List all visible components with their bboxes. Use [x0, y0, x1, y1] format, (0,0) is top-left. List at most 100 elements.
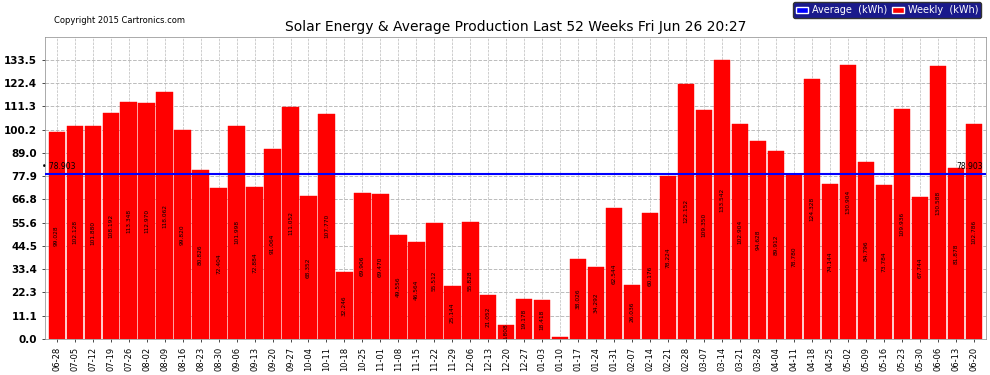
Bar	[103, 113, 119, 339]
Text: 102.128: 102.128	[72, 220, 77, 245]
Bar	[606, 208, 623, 339]
Bar	[462, 222, 478, 339]
Bar	[535, 300, 550, 339]
Text: 99.028: 99.028	[54, 225, 59, 246]
Text: 101.998: 101.998	[234, 220, 239, 245]
Text: 62.544: 62.544	[612, 263, 617, 284]
Text: 109.936: 109.936	[900, 212, 905, 236]
Bar	[372, 194, 388, 339]
Bar	[480, 295, 497, 339]
Text: 46.564: 46.564	[414, 280, 419, 300]
Bar	[498, 325, 515, 339]
Bar	[264, 149, 280, 339]
Text: 25.144: 25.144	[449, 302, 455, 323]
Text: • 78.903: • 78.903	[43, 162, 75, 171]
Text: 130.904: 130.904	[845, 190, 850, 214]
Bar	[660, 176, 676, 339]
Text: 73.784: 73.784	[882, 252, 887, 272]
Bar	[300, 196, 317, 339]
Text: 122.152: 122.152	[684, 199, 689, 223]
Text: 69.906: 69.906	[360, 256, 365, 276]
Text: 49.556: 49.556	[396, 277, 401, 297]
Text: 78.903: 78.903	[956, 162, 983, 171]
Text: 80.826: 80.826	[198, 244, 203, 265]
Bar	[337, 272, 352, 339]
Bar	[408, 242, 425, 339]
Bar	[966, 124, 982, 339]
Bar	[750, 141, 766, 339]
Bar	[156, 92, 172, 339]
Text: 133.542: 133.542	[720, 188, 725, 211]
Text: 108.192: 108.192	[108, 214, 113, 238]
Bar	[804, 79, 821, 339]
Text: 102.786: 102.786	[971, 219, 977, 244]
Text: 67.744: 67.744	[918, 258, 923, 278]
Bar	[930, 66, 946, 339]
Bar	[66, 126, 83, 339]
Text: 124.328: 124.328	[810, 197, 815, 221]
Bar	[84, 126, 101, 339]
Text: 55.512: 55.512	[432, 271, 437, 291]
Bar	[786, 174, 802, 339]
Bar	[858, 162, 874, 339]
Text: 130.588: 130.588	[936, 190, 940, 214]
Text: 84.796: 84.796	[863, 240, 868, 261]
Bar	[678, 84, 694, 339]
Text: 69.470: 69.470	[378, 256, 383, 277]
Text: 68.352: 68.352	[306, 257, 311, 278]
Bar	[894, 109, 910, 339]
Bar	[733, 124, 748, 339]
Bar	[822, 184, 839, 339]
Bar	[841, 66, 856, 339]
Legend: Average  (kWh), Weekly  (kWh): Average (kWh), Weekly (kWh)	[793, 2, 981, 18]
Text: 32.246: 32.246	[342, 295, 346, 315]
Bar	[912, 197, 929, 339]
Bar	[247, 187, 262, 339]
Bar	[121, 102, 137, 339]
Text: 60.176: 60.176	[647, 266, 652, 286]
Text: 118.062: 118.062	[162, 204, 167, 228]
Bar	[174, 130, 191, 339]
Text: 72.404: 72.404	[216, 253, 221, 274]
Bar	[768, 151, 784, 339]
Text: 38.026: 38.026	[576, 289, 581, 309]
Bar	[282, 107, 299, 339]
Text: 72.884: 72.884	[252, 252, 257, 273]
Text: 91.064: 91.064	[270, 234, 275, 254]
Bar	[588, 267, 605, 339]
Bar	[516, 299, 533, 339]
Text: 78.224: 78.224	[666, 247, 671, 267]
Bar	[876, 185, 892, 339]
Bar	[445, 286, 460, 339]
Text: 101.880: 101.880	[90, 220, 95, 245]
Bar	[319, 114, 335, 339]
Text: 26.036: 26.036	[630, 302, 635, 322]
Bar	[696, 111, 713, 339]
Bar	[192, 170, 209, 339]
Bar	[552, 337, 568, 339]
Text: 81.878: 81.878	[953, 243, 958, 264]
Bar	[570, 260, 586, 339]
Text: 6.808: 6.808	[504, 324, 509, 340]
Text: 99.820: 99.820	[180, 224, 185, 245]
Text: 55.828: 55.828	[468, 270, 473, 291]
Text: 111.052: 111.052	[288, 211, 293, 235]
Bar	[625, 285, 641, 339]
Text: Copyright 2015 Cartronics.com: Copyright 2015 Cartronics.com	[54, 16, 185, 25]
Text: 21.052: 21.052	[486, 307, 491, 327]
Text: 107.770: 107.770	[324, 214, 329, 238]
Bar	[211, 188, 227, 339]
Title: Solar Energy & Average Production Last 52 Weeks Fri Jun 26 20:27: Solar Energy & Average Production Last 5…	[285, 20, 746, 34]
Bar	[354, 193, 370, 339]
Bar	[643, 213, 658, 339]
Bar	[229, 126, 245, 339]
Text: 89.912: 89.912	[774, 235, 779, 255]
Text: 74.144: 74.144	[828, 251, 833, 272]
Text: 78.780: 78.780	[792, 246, 797, 267]
Text: 34.292: 34.292	[594, 293, 599, 314]
Bar	[390, 236, 407, 339]
Bar	[139, 103, 154, 339]
Text: 18.418: 18.418	[540, 309, 545, 330]
Text: 94.628: 94.628	[755, 230, 760, 251]
Text: 102.904: 102.904	[738, 219, 742, 244]
